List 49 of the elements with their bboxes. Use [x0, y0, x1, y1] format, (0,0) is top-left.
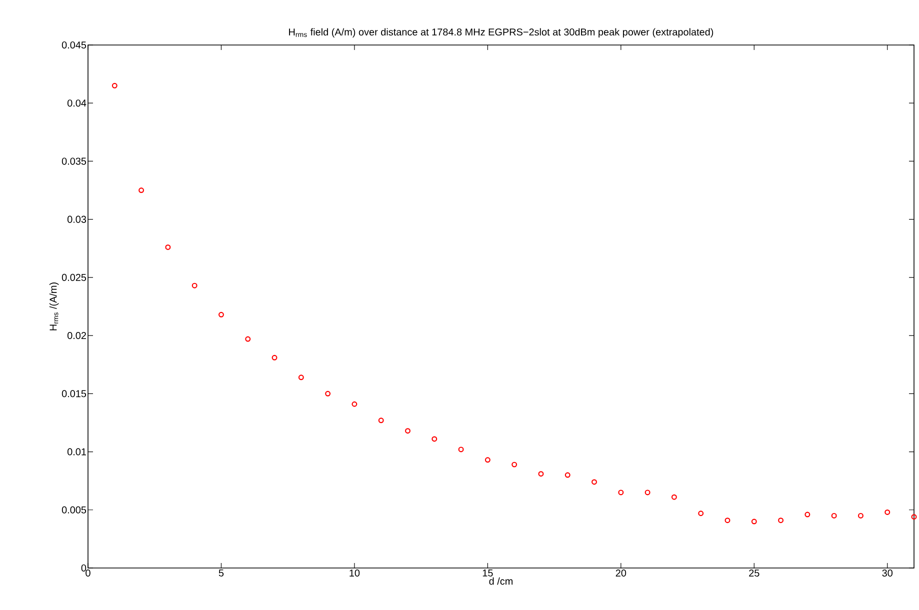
point	[724, 518, 730, 524]
point	[325, 390, 331, 396]
point	[432, 436, 438, 442]
x-tick-label: 25	[749, 570, 760, 577]
point	[671, 494, 677, 500]
point	[378, 418, 384, 424]
x-tick-label: 15	[482, 570, 493, 576]
y-tick-label: 0.035	[62, 158, 86, 165]
x-tick-label: 30	[882, 570, 893, 577]
y-tick-label: 0.025	[62, 274, 86, 281]
point	[564, 472, 570, 478]
y-axis-title: H$_{rms}$ /(A/m)	[49, 282, 59, 330]
point	[512, 462, 518, 468]
point	[858, 512, 864, 518]
point	[352, 401, 358, 407]
x-tick-label: 20	[616, 570, 626, 577]
y-tick-label: 0.045	[62, 41, 86, 49]
point	[272, 354, 278, 360]
point	[192, 282, 198, 288]
point	[778, 518, 784, 524]
point	[698, 510, 704, 516]
point	[618, 490, 624, 496]
point	[751, 518, 757, 524]
point	[165, 244, 171, 250]
y-tick-label: 0.01	[67, 448, 86, 456]
point	[831, 512, 837, 518]
y-tick-label: 0.02	[67, 332, 86, 340]
x-axis-title: d /cm	[489, 577, 513, 585]
point	[405, 428, 410, 434]
point	[592, 479, 598, 485]
x-tick-label: 5	[218, 570, 224, 576]
point	[538, 471, 544, 477]
point	[911, 514, 917, 520]
point	[804, 512, 810, 518]
y-tick-label: 0.04	[67, 100, 86, 107]
point	[218, 312, 224, 318]
point	[884, 509, 890, 515]
y-tick-label: 0.015	[62, 390, 86, 398]
chart-title: H$_{rms}$ field (A/m) over distance at 1784.8 MHz EGPRS−2slot at 30dBm peak power (extrapolated)	[289, 28, 714, 38]
point	[245, 336, 251, 342]
point	[112, 82, 118, 88]
x-tick-label: 10	[350, 570, 360, 577]
point	[644, 490, 650, 496]
y-tick-label: 0.005	[62, 506, 86, 514]
point	[138, 188, 144, 194]
point	[484, 457, 490, 463]
y-tick-label: 0.03	[67, 216, 86, 223]
point	[458, 446, 464, 452]
point	[298, 374, 304, 380]
